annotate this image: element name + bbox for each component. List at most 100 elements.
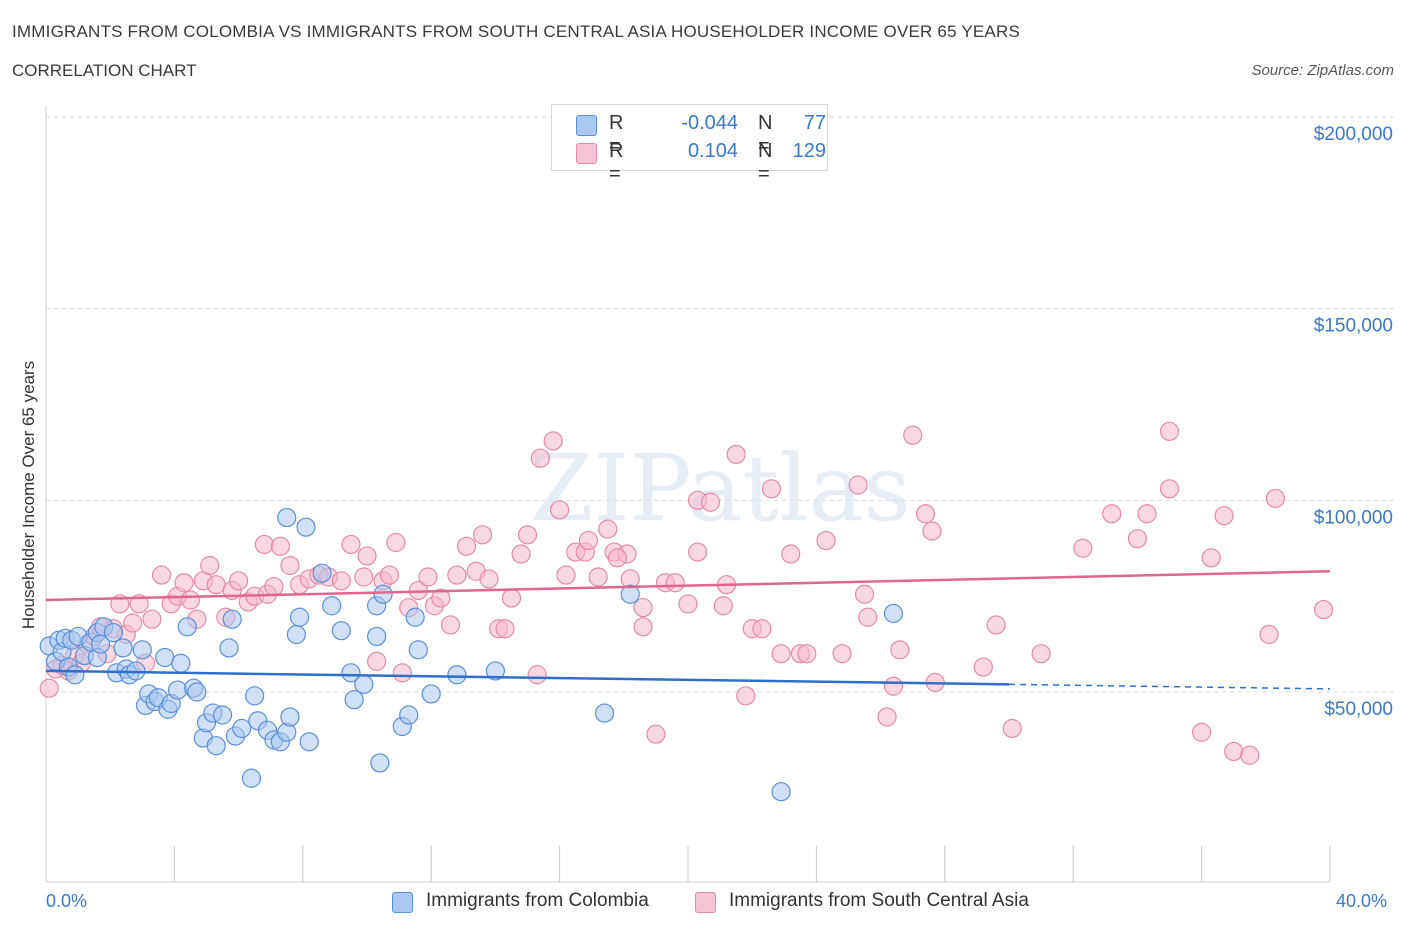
data-point — [367, 626, 387, 647]
data-point — [331, 621, 351, 641]
r-value: -0.044 — [681, 112, 738, 134]
data-point — [270, 536, 290, 556]
data-point — [501, 588, 522, 608]
r-label: R = — [609, 112, 624, 157]
data-point — [578, 530, 599, 551]
data-point — [633, 617, 653, 637]
y-tick-label: $200,000 — [1314, 124, 1393, 145]
data-point — [890, 640, 910, 660]
data-point — [1073, 538, 1093, 558]
data-point — [797, 644, 817, 664]
trend-line-blue — [45, 669, 1010, 686]
data-point — [771, 782, 791, 802]
data-point — [620, 584, 640, 604]
data-point — [726, 444, 746, 464]
data-point — [883, 676, 904, 696]
data-point — [151, 565, 172, 585]
data-point — [781, 544, 801, 564]
data-point — [440, 615, 461, 635]
data-point — [264, 576, 284, 597]
data-point — [598, 519, 618, 539]
data-point — [858, 607, 878, 627]
data-point — [1031, 644, 1051, 664]
y-axis-label: Householder Income Over 65 years — [19, 361, 38, 629]
watermark: ZIPatlas — [529, 435, 910, 542]
data-point — [219, 638, 239, 658]
blue-swatch-icon — [576, 115, 597, 136]
data-point — [986, 615, 1006, 635]
pink-swatch-icon — [576, 143, 597, 164]
chart-title: IMMIGRANTS FROM COLOMBIA VS IMMIGRANTS F… — [12, 22, 1020, 41]
data-point — [370, 753, 390, 773]
data-point — [485, 661, 505, 681]
data-point — [771, 644, 791, 664]
data-point — [915, 504, 936, 524]
data-point — [241, 768, 262, 788]
data-point — [678, 594, 698, 614]
data-point — [1102, 504, 1122, 524]
data-point — [1159, 421, 1180, 441]
n-value: 77 — [803, 112, 826, 134]
data-point — [646, 724, 666, 744]
data-point — [373, 584, 393, 604]
data-point — [177, 617, 197, 637]
data-point — [222, 609, 242, 629]
data-point — [848, 475, 868, 495]
trend-layer — [45, 570, 1331, 690]
data-point — [408, 640, 428, 660]
data-point — [354, 567, 374, 587]
data-point — [1240, 745, 1260, 765]
data-point — [299, 732, 319, 752]
r-label: R = — [609, 140, 624, 185]
y-tick-label: $100,000 — [1314, 507, 1393, 528]
data-point — [527, 665, 547, 685]
data-point — [280, 707, 300, 727]
pink-swatch-icon — [695, 892, 716, 913]
data-point — [517, 525, 538, 545]
data-point — [883, 603, 904, 624]
data-point — [206, 575, 226, 595]
blue-swatch-icon — [392, 892, 413, 913]
data-point — [277, 507, 297, 528]
data-point — [142, 609, 162, 629]
data-point — [588, 567, 608, 587]
data-point — [341, 534, 361, 555]
trend-line-pink — [45, 570, 1331, 602]
data-point — [530, 448, 550, 468]
data-point — [688, 542, 708, 562]
chart-subtitle: CORRELATION CHART — [12, 61, 197, 80]
r-value: 0.104 — [687, 140, 738, 162]
data-point — [922, 521, 942, 541]
data-point — [39, 678, 59, 698]
x-axis-min-label: 0.0% — [46, 891, 88, 911]
data-point — [456, 536, 477, 556]
legend-label: Immigrants from Colombia — [426, 890, 649, 911]
data-point — [973, 657, 993, 677]
data-point — [1002, 718, 1022, 739]
data-point — [1137, 504, 1157, 524]
y-tick-label: $150,000 — [1314, 316, 1393, 337]
data-point — [1214, 506, 1234, 526]
data-point — [103, 622, 124, 643]
data-point — [421, 684, 441, 704]
data-point — [286, 624, 306, 645]
data-point — [1265, 488, 1286, 509]
data-point — [155, 647, 175, 668]
data-point — [367, 651, 387, 671]
data-point — [816, 530, 836, 551]
data-point — [312, 563, 332, 583]
series-blue — [39, 507, 904, 802]
data-point — [752, 619, 772, 639]
correlation-legend: R = -0.044 N = 77 R = 0.104 N = 129 — [551, 104, 828, 185]
data-point — [1191, 722, 1212, 742]
data-point — [543, 431, 563, 451]
data-point — [322, 596, 342, 616]
data-point — [331, 571, 351, 591]
series-layer — [39, 421, 1334, 802]
data-point — [431, 588, 451, 608]
data-point — [418, 567, 438, 587]
data-point — [479, 569, 499, 589]
data-point — [357, 546, 377, 566]
data-point — [761, 479, 782, 499]
